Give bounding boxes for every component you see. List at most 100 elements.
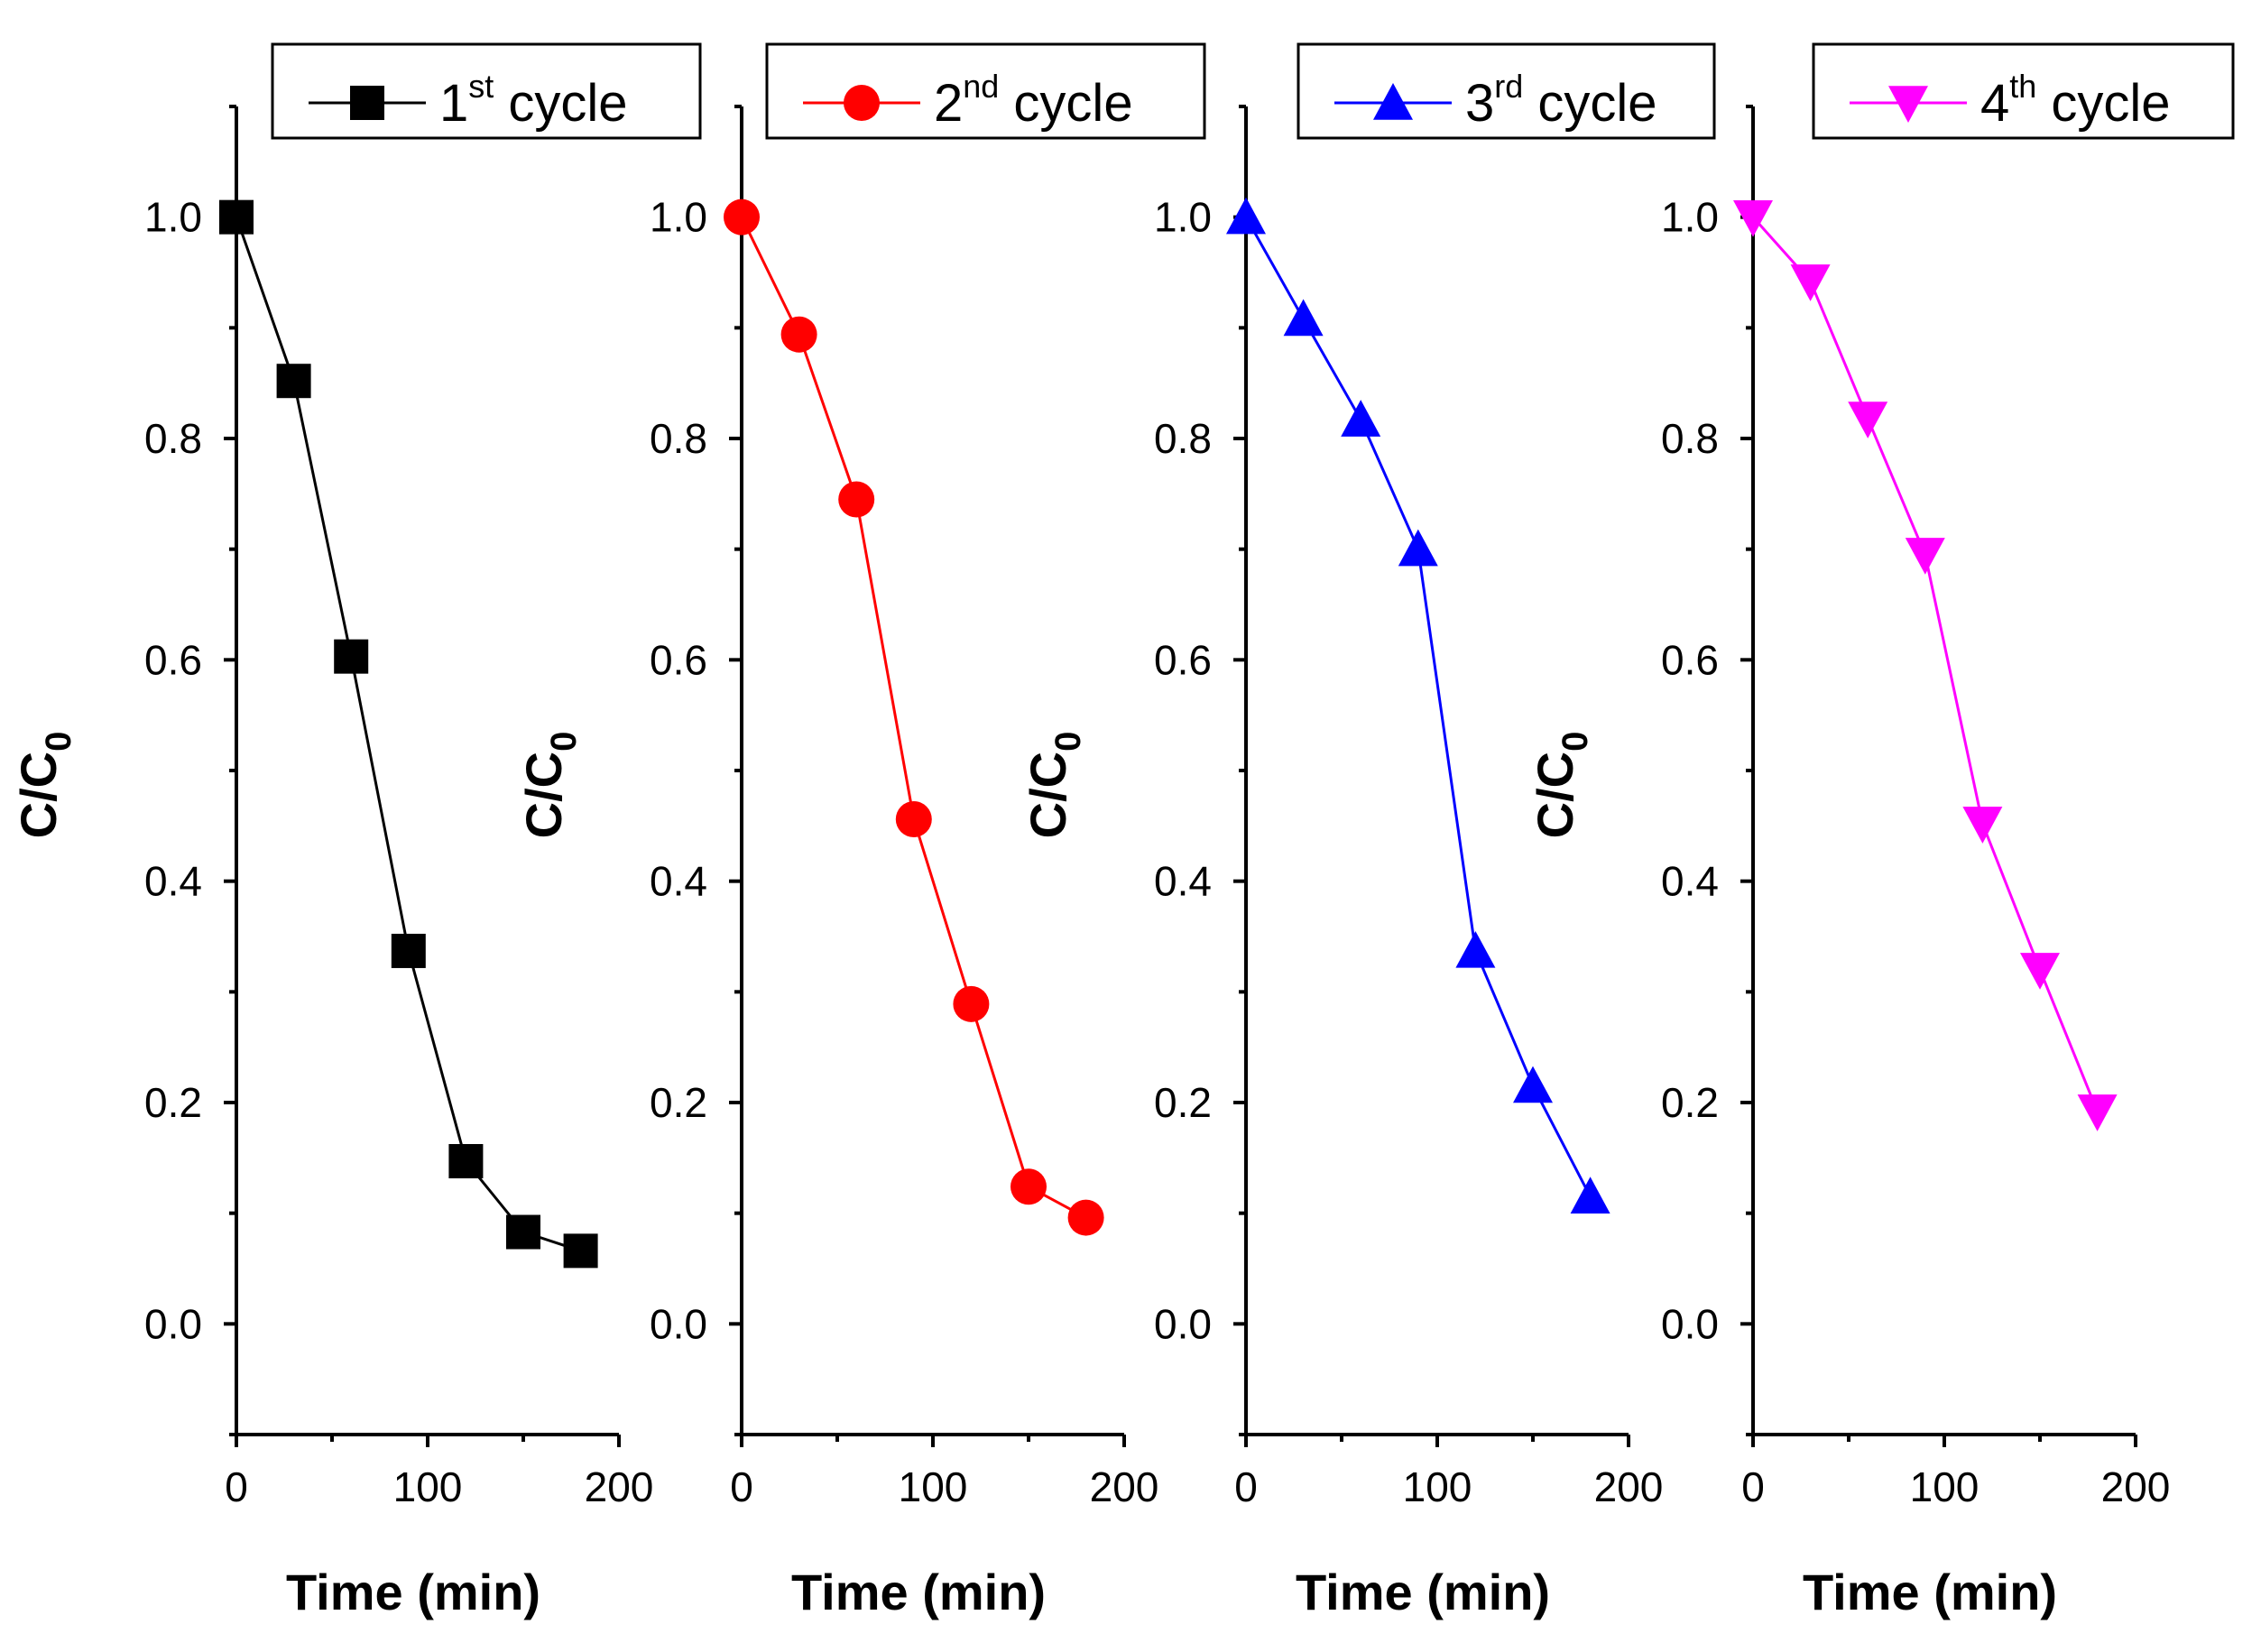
y-tick-label: 0.4 <box>144 858 202 905</box>
x-tick-label: 100 <box>393 1463 463 1510</box>
data-point <box>219 199 254 235</box>
legend-marker <box>1888 86 1928 123</box>
x-tick-label: 200 <box>2101 1463 2171 1510</box>
y-tick-label: 0.6 <box>650 636 707 683</box>
legend-label-number: 3 <box>1465 74 1494 133</box>
legend-box <box>271 42 702 140</box>
x-tick-label: 100 <box>1403 1463 1472 1510</box>
data-point <box>276 364 311 399</box>
legend-box <box>1297 42 1716 140</box>
y-tick-label: 0.0 <box>1661 1300 1719 1347</box>
data-point <box>1283 299 1324 337</box>
legend-label-superscript: rd <box>1494 68 1523 105</box>
data-point <box>1226 197 1266 235</box>
x-tick-label: 100 <box>899 1463 968 1510</box>
data-point <box>1905 538 1945 575</box>
legend-label-superscript: th <box>2009 68 2036 105</box>
data-point <box>1341 400 1381 437</box>
legend-label-superscript: nd <box>963 68 999 105</box>
y-tick-label: 0.0 <box>144 1300 202 1347</box>
y-tick-label: 0.2 <box>1661 1079 1719 1126</box>
x-tick-label: 0 <box>730 1463 753 1510</box>
x-axis-title: Time (min) <box>791 1564 1046 1620</box>
legend-box <box>1812 42 2235 140</box>
y-tick-label: 0.4 <box>1154 858 1212 905</box>
x-axis-title: Time (min) <box>1296 1564 1550 1620</box>
legend: 3rd cycle <box>1297 42 1716 140</box>
y-tick-label: 0.2 <box>1154 1079 1212 1126</box>
legend-label-superscript: st <box>468 68 494 105</box>
y-axis-title-main: C/C <box>10 752 67 838</box>
x-tick-label: 0 <box>1234 1463 1258 1510</box>
data-point <box>1733 199 1773 237</box>
x-tick-label: 200 <box>585 1463 654 1510</box>
y-axis-title: C/C0 <box>1020 732 1088 839</box>
data-point <box>506 1214 540 1250</box>
legend: 4th cycle <box>1812 42 2235 140</box>
y-tick-label: 0.4 <box>1661 858 1719 905</box>
data-point <box>1570 1177 1610 1214</box>
y-axis-title-subscript: 0 <box>1048 732 1088 752</box>
x-tick-label: 200 <box>1090 1463 1159 1510</box>
y-axis-title: C/C0 <box>10 732 78 839</box>
data-point <box>2020 953 2060 990</box>
legend-label: 4th cycle <box>1980 68 2171 133</box>
legend-label: 1st cycle <box>439 68 628 133</box>
y-tick-label: 0.8 <box>1154 415 1212 462</box>
legend-label-tail: cycle <box>494 74 627 133</box>
y-axis-title-main: C/C <box>1527 752 1583 838</box>
data-point <box>1962 807 2003 844</box>
data-point <box>334 639 369 674</box>
legend-label: 3rd cycle <box>1465 68 1657 133</box>
legend: 2nd cycle <box>765 42 1206 140</box>
data-point <box>1011 1168 1047 1205</box>
y-tick-label: 0.6 <box>1661 636 1719 683</box>
data-point <box>563 1233 598 1269</box>
x-tick-label: 100 <box>1910 1463 1980 1510</box>
data-point <box>1848 401 1888 438</box>
y-tick-label: 0.2 <box>650 1079 707 1126</box>
series-line <box>1244 216 1592 1197</box>
y-tick-label: 1.0 <box>1661 194 1719 241</box>
x-tick-label: 200 <box>1594 1463 1664 1510</box>
x-tick-label: 0 <box>225 1463 248 1510</box>
data-point <box>391 933 426 968</box>
data-point <box>953 985 990 1022</box>
legend-label-number: 4 <box>1980 74 2009 133</box>
data-point <box>838 481 875 518</box>
y-tick-label: 0.8 <box>650 415 707 462</box>
y-tick-label: 0.8 <box>144 415 202 462</box>
data-point <box>1513 1066 1553 1103</box>
y-tick-label: 0.8 <box>1661 415 1719 462</box>
legend-label-number: 1 <box>439 74 468 133</box>
data-point <box>780 316 817 353</box>
legend-label-tail: cycle <box>1523 74 1657 133</box>
legend-marker <box>350 86 384 120</box>
y-tick-label: 1.0 <box>650 194 707 241</box>
data-point <box>1398 529 1438 567</box>
legend-marker <box>844 85 880 121</box>
y-axis-title-main: C/C <box>515 752 572 838</box>
legend-label-number: 2 <box>934 74 963 133</box>
data-point <box>2077 1094 2118 1131</box>
y-tick-label: 0.4 <box>650 858 707 905</box>
y-tick-label: 0.0 <box>1154 1300 1212 1347</box>
legend-box <box>765 42 1206 140</box>
legend-label-tail: cycle <box>2036 74 2170 133</box>
data-point <box>1790 264 1831 301</box>
y-axis-title: C/C0 <box>1527 732 1595 839</box>
data-point <box>1455 930 1496 968</box>
y-axis-title-subscript: 0 <box>39 732 78 752</box>
data-point <box>724 198 760 235</box>
y-tick-label: 0.6 <box>1154 636 1212 683</box>
legend: 1st cycle <box>271 42 702 140</box>
legend-label: 2nd cycle <box>934 68 1133 133</box>
data-point <box>895 800 932 837</box>
y-tick-label: 1.0 <box>1154 194 1212 241</box>
y-axis-title-subscript: 0 <box>544 732 584 752</box>
